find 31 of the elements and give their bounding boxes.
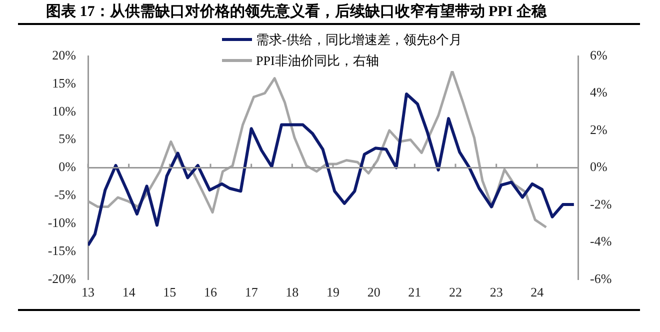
x-tick-label: 14 [122,284,136,300]
x-tick-label: 24 [530,284,544,300]
x-tick-label: 17 [244,284,258,300]
y-tick-label: 5% [58,131,76,146]
legend-label: PPI非油价同比，右轴 [256,52,379,70]
y2-tick-label: -6% [590,270,612,286]
x-tick-label: 22 [449,284,462,300]
y2-tick-label: 6% [590,47,608,62]
chart-title: 图表 17：从供需缺口对价格的领先意义看，后续缺口收窄有望带动 PPI 企稳 [18,0,640,25]
x-tick-label: 23 [490,284,503,300]
x-tick-label: 16 [204,284,218,300]
x-tick-label: 19 [326,284,340,300]
y-tick-label: -15% [48,242,76,258]
y-tick-label: -5% [54,187,76,202]
y2-tick-label: 4% [590,84,608,100]
y-tick-label: -10% [48,214,76,230]
y-tick-label: -20% [48,270,76,286]
y-tick-label: 20% [52,47,76,62]
y2-tick-label: 0% [590,159,608,174]
x-tick-label: 18 [286,284,299,300]
x-tick-label: 15 [163,284,176,300]
y2-tick-label: -4% [590,234,612,249]
y-tick-label: 0% [58,159,76,174]
x-tick-label: 20 [367,284,380,300]
y2-tick-label: -2% [590,196,612,212]
x-tick-label: 21 [408,284,422,300]
y-tick-label: 10% [52,103,76,118]
legend-label: 需求-供给，同比增速差，领先8个月 [256,31,462,49]
x-tick-label: 13 [82,284,94,300]
y-tick-label: 15% [52,75,76,90]
y2-tick-label: 2% [590,122,608,137]
